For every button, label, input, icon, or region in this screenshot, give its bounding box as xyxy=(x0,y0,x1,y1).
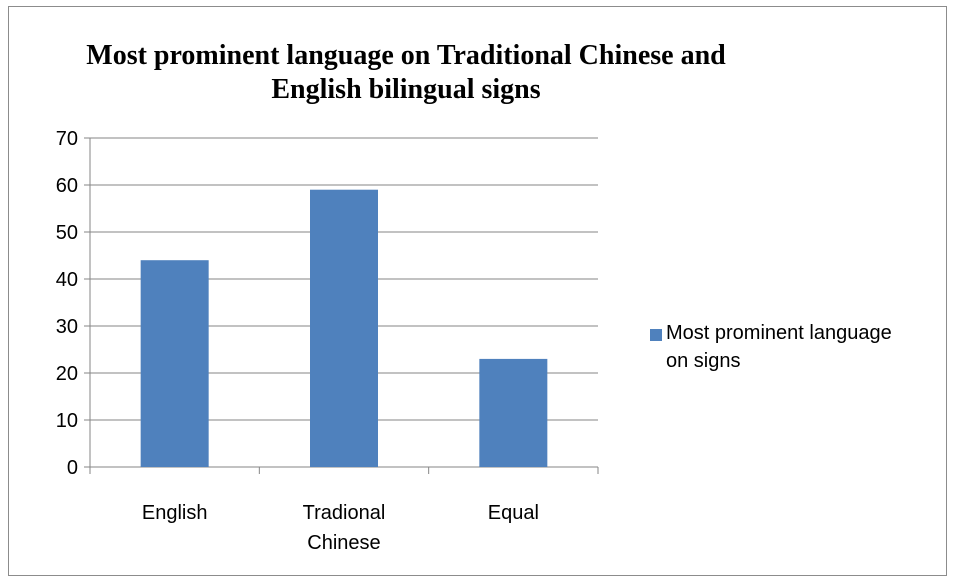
x-category-label: English xyxy=(142,502,208,524)
bar xyxy=(310,189,378,467)
x-category-label: Tradional Chinese xyxy=(303,502,386,554)
legend-label-line-1: Most prominent language xyxy=(666,322,892,344)
y-tick-label: 0 xyxy=(67,457,78,479)
x-category-label: Equal xyxy=(488,502,539,524)
y-tick-label: 60 xyxy=(56,175,78,197)
legend-label: Most prominent language on signs xyxy=(650,319,946,375)
chart-title-line-1: Most prominent language on Traditional C… xyxy=(86,40,726,71)
legend-label-line-2: on signs xyxy=(666,350,741,372)
y-tick-label: 20 xyxy=(56,363,78,385)
bar xyxy=(479,358,548,467)
y-tick-label: 30 xyxy=(56,316,78,338)
y-tick-label: 70 xyxy=(56,128,78,150)
y-tick-label: 40 xyxy=(56,269,78,291)
chart-legend: Most prominent language on signs xyxy=(650,319,950,375)
legend-swatch xyxy=(650,329,662,341)
bar xyxy=(140,260,209,467)
y-tick-label: 10 xyxy=(56,410,78,432)
y-tick-label: 50 xyxy=(56,222,78,244)
chart-title-line-2: English bilingual signs xyxy=(271,74,541,105)
chart-title: Most prominent language on Traditional C… xyxy=(9,39,803,107)
